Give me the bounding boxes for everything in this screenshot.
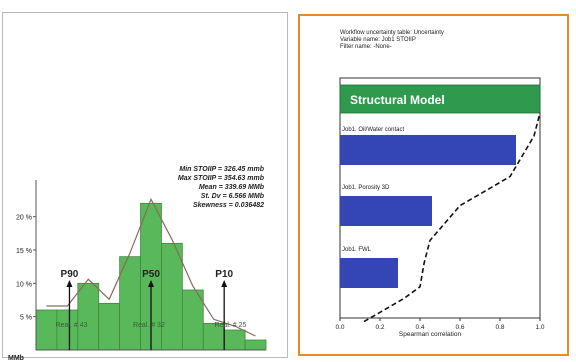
histogram-x-axis-label: MMb — [8, 355, 24, 362]
tornado-bar — [340, 196, 432, 226]
histogram-stat-line: Min STOIIP = 326.45 mmb — [179, 166, 264, 173]
histogram-y-tick-label: 10 % — [16, 281, 32, 288]
histogram-marker-arrow — [66, 280, 73, 287]
tornado-header-line: Filter name: -None- — [340, 44, 392, 50]
right-panel-frame — [298, 14, 569, 356]
tornado-category-label: Job1. FWL — [342, 247, 372, 253]
tornado-x-tick-label: 0.6 — [455, 324, 464, 331]
histogram-marker-label: P10 — [215, 269, 233, 280]
histogram-marker-arrow — [148, 280, 154, 287]
histogram-stat-line: St. Dv = 6.566 MMb — [201, 193, 265, 200]
histogram-y-tick-label: 5 % — [20, 315, 32, 322]
histogram-stat-line: Max STOIIP = 354.63 mmb — [178, 175, 265, 182]
histogram-marker-label: P90 — [61, 269, 79, 280]
tornado-x-tick-label: 0.2 — [375, 324, 384, 331]
tornado-x-tick-label: 1.0 — [535, 324, 544, 331]
tornado-x-tick-label: 0.4 — [415, 324, 424, 331]
histogram-marker-label: P50 — [142, 269, 160, 280]
tornado-category-label: Job1. Oil/Water contact — [342, 127, 404, 133]
tornado-bar — [340, 135, 516, 165]
tornado-category-label: Job1. Porosity 3D — [342, 185, 390, 191]
histogram-realization-label: Real. # 32 — [133, 322, 165, 329]
histogram-realization-label: Real. # 43 — [56, 322, 88, 329]
histogram-marker-arrow — [221, 280, 228, 287]
histogram-stat-line: Skewness = 0.036482 — [193, 202, 264, 209]
histogram-stat-line: Mean = 339.69 MMb — [199, 184, 265, 191]
histogram-realization-label: Real. # 25 — [214, 322, 246, 329]
histogram-y-tick-label: 20 % — [16, 215, 32, 222]
tornado-x-tick-label: 0.0 — [335, 324, 344, 331]
left-panel-frame — [2, 12, 288, 358]
tornado-title-band — [339, 84, 541, 114]
tornado-header-line: Workflow uncertainty table: Uncertainty — [340, 30, 444, 36]
tornado-cumulative-curve — [363, 112, 541, 323]
histogram-density-curve — [46, 197, 256, 337]
tornado-x-tick-label: 0.8 — [495, 324, 504, 331]
tornado-bar — [340, 258, 398, 288]
tornado-x-axis-label: Spearman correlation — [399, 331, 462, 338]
histogram-y-tick-label: 15 % — [16, 248, 32, 255]
tornado-header-line: Variable name: Job1 STOIIP — [340, 37, 416, 43]
tornado-title: Structural Model — [350, 93, 445, 107]
